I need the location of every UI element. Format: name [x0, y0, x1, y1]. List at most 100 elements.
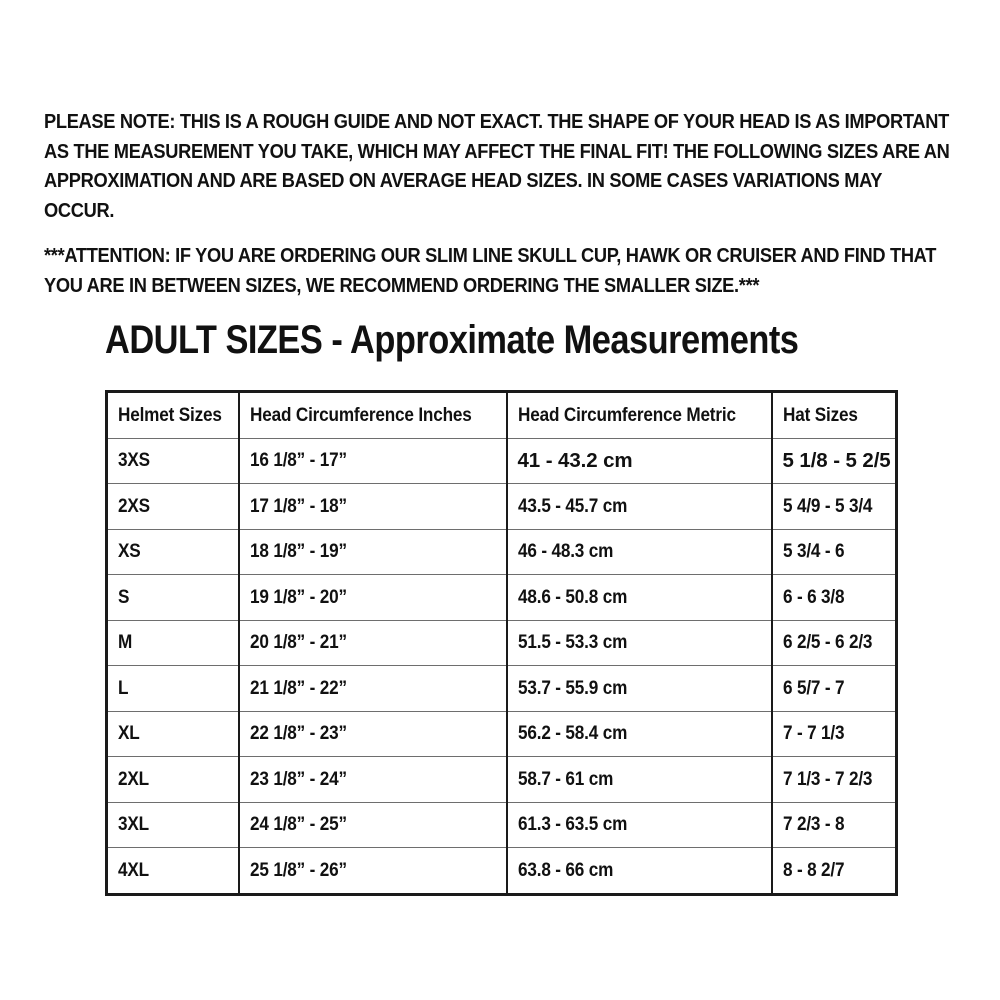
cell-value: 17 1/8” - 18”	[249, 494, 347, 517]
cell-value: 41 - 43.2 cm	[517, 448, 633, 472]
cell-head-circumference-inches: 23 1/8” - 24”	[238, 756, 508, 803]
cell-head-circumference-metric: 56.2 - 58.4 cm	[506, 711, 773, 757]
cell-value: L	[118, 676, 129, 699]
cell-head-circumference-metric: 63.8 - 66 cm	[506, 847, 773, 894]
cell-head-circumference-inches: 19 1/8” - 20”	[238, 574, 508, 621]
cell-value: 18 1/8” - 19”	[249, 540, 347, 563]
cell-value: 5 4/9 - 5 3/4	[782, 494, 872, 517]
column-header-label: Head Circumference Metric	[517, 403, 736, 426]
cell-head-circumference-metric: 53.7 - 55.9 cm	[506, 665, 773, 712]
cell-value: 21 1/8” - 22”	[249, 676, 347, 699]
cell-head-circumference-inches: 21 1/8” - 22”	[238, 665, 508, 712]
cell-value: 7 - 7 1/3	[782, 722, 845, 745]
cell-value: 43.5 - 45.7 cm	[517, 494, 627, 517]
column-header-label: Hat Sizes	[782, 403, 858, 426]
cell-head-circumference-inches: 25 1/8” - 26”	[238, 847, 508, 894]
cell-head-circumference-metric: 51.5 - 53.3 cm	[506, 620, 773, 666]
cell-helmet-size: 3XS	[106, 438, 240, 484]
note-please-note: PLEASE NOTE: THIS IS A ROUGH GUIDE AND N…	[44, 111, 950, 222]
notes-block: PLEASE NOTE: THIS IS A ROUGH GUIDE AND N…	[44, 108, 956, 301]
cell-value: 61.3 - 63.5 cm	[517, 813, 627, 836]
cell-hat-size: 7 1/3 - 7 2/3	[771, 756, 897, 803]
cell-value: M	[118, 631, 133, 654]
cell-helmet-size: 3XL	[106, 802, 240, 848]
cell-hat-size: 6 2/5 - 6 2/3	[771, 620, 897, 666]
cell-value: 58.7 - 61 cm	[517, 767, 613, 790]
cell-hat-size: 8 - 8 2/7	[772, 848, 897, 895]
cell-value: 56.2 - 58.4 cm	[517, 722, 627, 745]
table-row: XS 18 1/8” - 19” 46 - 48.3 cm 5 3/4 - 6	[106, 529, 897, 575]
table-row: L 21 1/8” - 22” 53.7 - 55.9 cm 6 5/7 - 7	[106, 665, 897, 712]
cell-value: 46 - 48.3 cm	[517, 540, 613, 563]
cell-head-circumference-metric: 61.3 - 63.5 cm	[506, 802, 773, 848]
cell-helmet-size: XS	[106, 529, 240, 575]
size-table-container: Helmet Sizes Head Circumference Inches H…	[105, 390, 898, 896]
cell-hat-size: 7 - 7 1/3	[771, 711, 897, 757]
cell-value: 4XL	[118, 858, 149, 881]
cell-head-circumference-metric: 43.5 - 45.7 cm	[506, 483, 773, 530]
table-row: 3XL 24 1/8” - 25” 61.3 - 63.5 cm 7 2/3 - 8	[106, 802, 897, 848]
cell-value: 3XL	[118, 813, 149, 836]
note-attention: ***ATTENTION: IF YOU ARE ORDERING OUR SL…	[44, 245, 937, 297]
cell-value: 16 1/8” - 17”	[249, 449, 347, 472]
cell-value: 2XS	[118, 494, 150, 517]
table-row: 2XL 23 1/8” - 24” 58.7 - 61 cm 7 1/3 - 7 2/…	[106, 756, 897, 803]
cell-head-circumference-inches: 22 1/8” - 23”	[238, 711, 508, 757]
cell-value: 6 - 6 3/8	[782, 585, 845, 608]
cell-head-circumference-inches: 16 1/8” - 17”	[238, 438, 508, 484]
table-row: 3XS 16 1/8” - 17” 41 - 43.2 cm 5 1/8 - 5 2/…	[106, 438, 897, 484]
cell-value: 51.5 - 53.3 cm	[517, 631, 627, 654]
cell-head-circumference-inches: 18 1/8” - 19”	[238, 529, 508, 575]
cell-value: XL	[118, 722, 140, 745]
table-header-row: Helmet Sizes Head Circumference Inches H…	[106, 391, 897, 439]
cell-hat-size: 6 5/7 - 7	[771, 665, 897, 712]
cell-head-circumference-metric: 41 - 43.2 cm	[506, 438, 773, 484]
cell-value: XS	[118, 540, 141, 563]
cell-value: 6 5/7 - 7	[782, 676, 845, 699]
cell-head-circumference-metric: 48.6 - 50.8 cm	[506, 574, 773, 621]
cell-helmet-size: 4XL	[106, 847, 240, 894]
cell-value: 5 1/8 - 5 2/5	[782, 448, 891, 472]
cell-hat-size: 5 3/4 - 6	[771, 529, 897, 575]
cell-value: 20 1/8” - 21”	[249, 631, 347, 654]
column-header-label: Head Circumference Inches	[249, 403, 472, 426]
cell-value: 53.7 - 55.9 cm	[517, 676, 627, 699]
cell-head-circumference-metric: 58.7 - 61 cm	[506, 756, 773, 803]
cell-head-circumference-metric: 46 - 48.3 cm	[506, 529, 773, 575]
cell-hat-size: 5 1/8 - 5 2/5	[771, 438, 897, 484]
cell-value: 7 1/3 - 7 2/3	[782, 767, 872, 790]
cell-helmet-size: L	[106, 665, 240, 712]
cell-helmet-size: 2XS	[106, 483, 240, 530]
cell-value: 6 2/5 - 6 2/3	[782, 631, 872, 654]
cell-hat-size: 7 2/3 - 8	[771, 802, 897, 848]
column-header-label: Helmet Sizes	[118, 403, 222, 426]
column-header-hat-sizes: Hat Sizes	[771, 391, 897, 439]
cell-value: 5 3/4 - 6	[782, 540, 845, 563]
cell-value: 22 1/8” - 23”	[249, 722, 347, 745]
table-body: 3XS 16 1/8” - 17” 41 - 43.2 cm 5 1/8 - 5 2/…	[106, 438, 897, 895]
cell-hat-size: 6 - 6 3/8	[771, 574, 897, 621]
cell-value: 63.8 - 66 cm	[517, 858, 613, 881]
table-row: S 19 1/8” - 20” 48.6 - 50.8 cm 6 - 6 3/8	[106, 574, 897, 621]
cell-value: 24 1/8” - 25”	[249, 813, 347, 836]
column-header-head-circumference-metric: Head Circumference Metric	[506, 391, 773, 439]
cell-value: 48.6 - 50.8 cm	[517, 585, 627, 608]
cell-helmet-size: XL	[106, 711, 240, 757]
cell-value: 25 1/8” - 26”	[249, 858, 347, 881]
cell-head-circumference-inches: 24 1/8” - 25”	[238, 802, 508, 848]
cell-value: 19 1/8” - 20”	[249, 585, 347, 608]
cell-value: 2XL	[118, 767, 149, 790]
table-row: M 20 1/8” - 21” 51.5 - 53.3 cm 6 2/5 - 6 2/…	[106, 620, 897, 666]
cell-value: 7 2/3 - 8	[782, 813, 845, 836]
cell-head-circumference-inches: 20 1/8” - 21”	[238, 620, 508, 666]
cell-value: 8 - 8 2/7	[782, 858, 845, 881]
column-header-head-circumference-inches: Head Circumference Inches	[238, 391, 508, 439]
cell-helmet-size: 2XL	[106, 756, 240, 803]
size-chart-table: Helmet Sizes Head Circumference Inches H…	[105, 390, 898, 896]
cell-value: 3XS	[118, 449, 150, 472]
page-title: ADULT SIZES - Approximate Measurements	[105, 318, 799, 362]
cell-hat-size: 5 4/9 - 5 3/4	[771, 483, 897, 530]
cell-value: S	[118, 585, 130, 608]
table-row: 4XL 25 1/8” - 26” 63.8 - 66 cm 8 - 8 2/7	[106, 847, 897, 895]
cell-head-circumference-inches: 17 1/8” - 18”	[238, 483, 508, 530]
